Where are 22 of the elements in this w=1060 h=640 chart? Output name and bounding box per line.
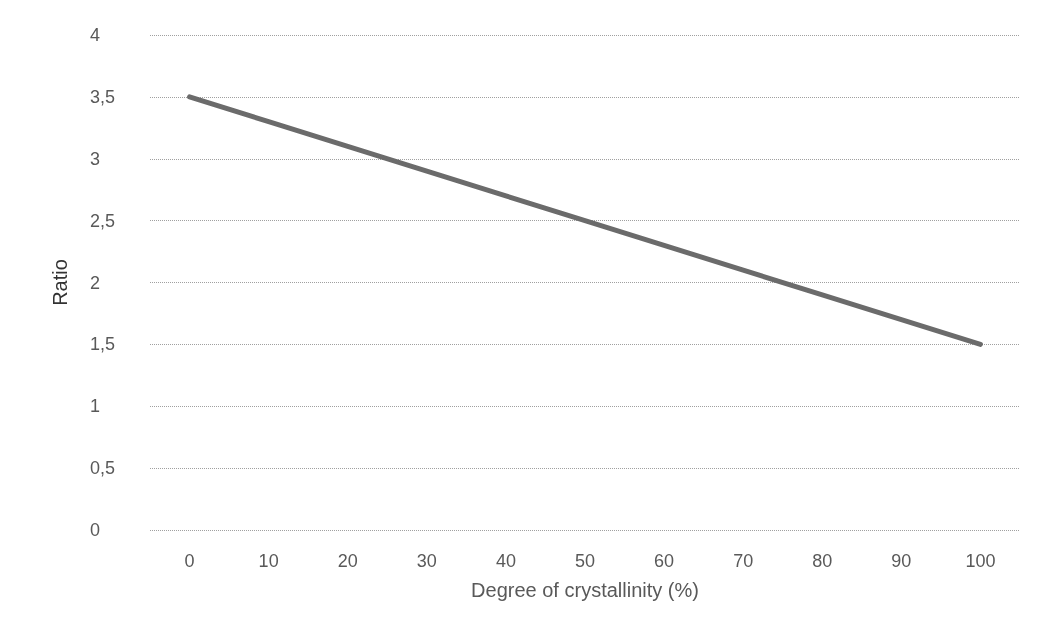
x-tick-label: 30	[416, 551, 437, 571]
y-tick-label: 0	[90, 520, 101, 540]
x-axis-title: Degree of crystallinity (%)	[471, 579, 699, 601]
y-tick-label: 2,5	[90, 210, 116, 231]
x-tick-label: 90	[891, 551, 912, 571]
y-tick-label: 4	[90, 25, 101, 45]
x-tick-label: 70	[733, 551, 754, 571]
y-axis-title: Ratio	[49, 259, 71, 306]
y-tick-label: 1,5	[90, 334, 116, 355]
x-tick-label: 0	[184, 551, 195, 571]
x-tick-label: 10	[258, 551, 279, 571]
x-tick-label: 20	[337, 551, 358, 571]
x-tick-label: 50	[574, 551, 596, 571]
y-tick-label: 0,5	[90, 458, 116, 479]
y-tick-label: 3,5	[90, 86, 116, 107]
x-tick-label: 60	[654, 551, 675, 571]
x-tick-label: 100	[965, 551, 996, 571]
y-tick-label: 3	[90, 148, 101, 169]
y-tick-label: 1	[90, 396, 101, 417]
x-tick-label: 80	[812, 551, 833, 571]
y-tick-label: 2	[90, 272, 101, 293]
x-tick-label: 40	[495, 551, 516, 571]
